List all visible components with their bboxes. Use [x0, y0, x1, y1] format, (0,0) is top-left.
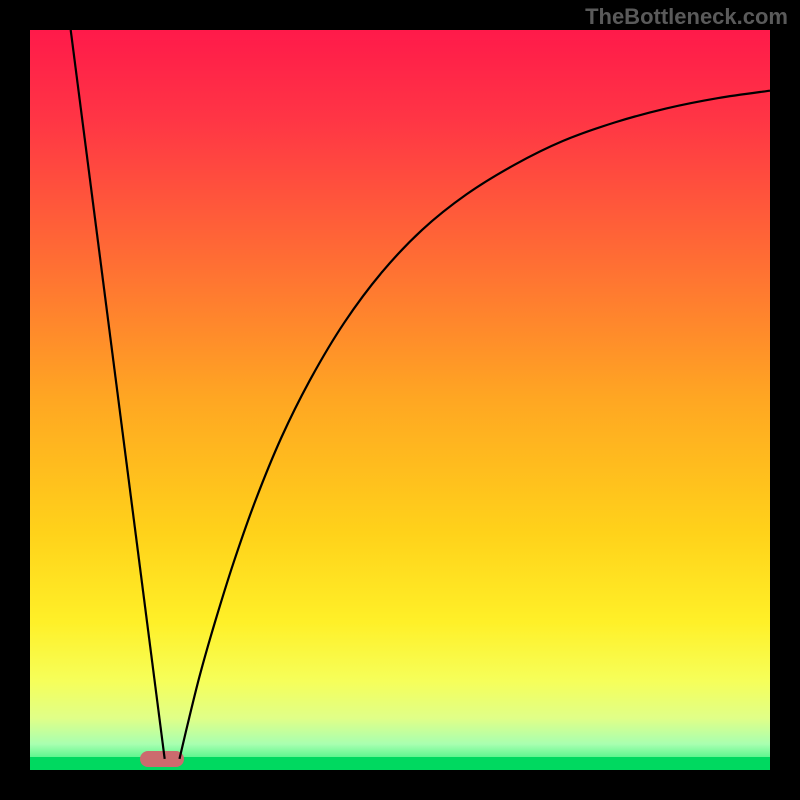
watermark-text: TheBottleneck.com [585, 4, 788, 30]
chart-container: TheBottleneck.com [0, 0, 800, 800]
curve-overlay [30, 30, 770, 770]
right-asymptotic-curve [179, 91, 770, 759]
left-descent-line [71, 30, 165, 759]
plot-area [30, 30, 770, 770]
